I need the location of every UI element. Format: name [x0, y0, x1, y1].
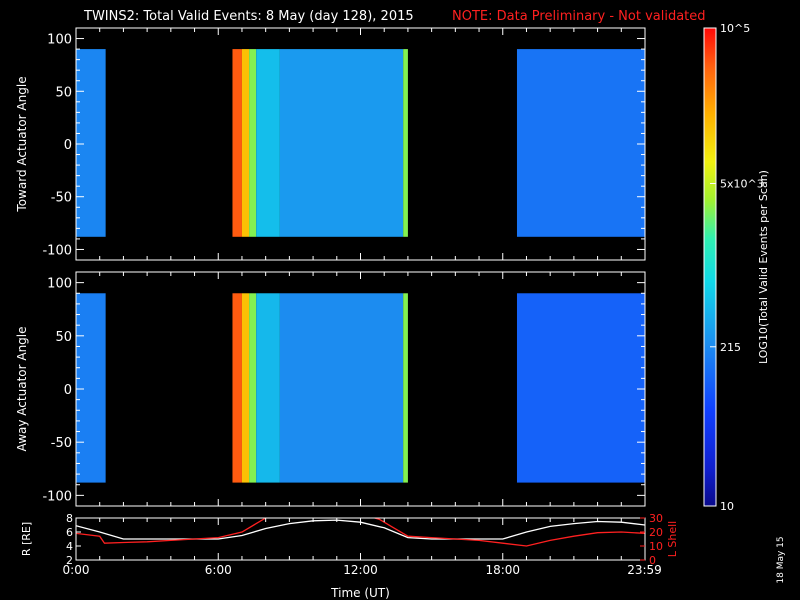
x-tick-label: 0:00	[63, 563, 90, 577]
heatmap-cell	[516, 49, 645, 237]
away-angle-spectrogram: -100 -50 0 50 100 Away Actuator Angle	[15, 271, 646, 507]
heatmap-cell	[249, 293, 257, 483]
y-tick-label: 100	[47, 277, 72, 292]
y-axis-label: R [RE]	[20, 522, 33, 556]
x-tick-label: 6:00	[205, 563, 232, 577]
heatmap-cell	[232, 293, 242, 483]
y-tick-label: 6	[66, 526, 73, 539]
y-tick-label: 4	[66, 540, 73, 553]
heatmap-cell	[241, 293, 250, 483]
y-tick-label: 100	[47, 33, 72, 48]
lshell-line	[76, 518, 645, 547]
colorbar-tick-label: 10	[720, 500, 734, 513]
heatmap-cell	[279, 293, 404, 483]
y-tick-label: 50	[55, 330, 72, 345]
heatmap-cell	[403, 49, 408, 237]
heatmap-cell	[516, 293, 645, 483]
heatmap-cell	[279, 49, 404, 237]
y-tick-label-right: 20	[649, 526, 663, 539]
y-tick-label: -100	[42, 243, 72, 258]
y-tick-label: 50	[55, 85, 72, 100]
y-axis-label: Away Actuator Angle	[15, 326, 29, 451]
heatmap-cell	[76, 293, 106, 483]
y-tick-label: -50	[51, 191, 72, 206]
date-stamp: 18 May 15	[776, 536, 786, 583]
colorbar-tick-label: 10^5	[720, 22, 750, 35]
heatmap-cell	[256, 49, 280, 237]
x-tick-label: 12:00	[343, 563, 378, 577]
colorbar: 10^5 5x10^3 215 10 LOG10(Total Valid Events…	[703, 22, 770, 513]
x-axis-label: Time (UT)	[330, 586, 390, 600]
heatmap-cell	[241, 49, 250, 237]
heatmap-cell	[232, 49, 242, 237]
y-tick-label: 0	[64, 383, 72, 398]
colorbar-tick-label: 5x10^3	[720, 177, 764, 190]
y-tick-label: -100	[42, 489, 72, 504]
y-tick-label: 0	[64, 138, 72, 153]
y-tick-label: -50	[51, 436, 72, 451]
colorbar-label: LOG10(Total Valid Events per Scan)	[757, 170, 770, 364]
y-tick-label-right: 30	[649, 512, 663, 525]
heatmap-cell	[256, 293, 280, 483]
heatmap-cell	[249, 49, 257, 237]
y-tick-label-right: 0	[649, 554, 656, 567]
data-note: NOTE: Data Preliminary - Not validated	[452, 9, 706, 24]
heatmap-cell	[403, 293, 408, 483]
heatmap-cell	[76, 49, 106, 237]
chart-title: TWINS2: Total Valid Events: 8 May (day 1…	[83, 9, 414, 24]
toward-angle-spectrogram: -100 -50 0 50 100 Toward Actuator Angle	[15, 27, 646, 261]
y-axis-label: Toward Actuator Angle	[15, 76, 29, 212]
colorbar-gradient	[703, 27, 717, 507]
colorbar-tick-label: 215	[720, 341, 741, 354]
y-axis-label-right: L Shell	[666, 521, 679, 557]
y-tick-label: 8	[66, 512, 73, 525]
y-tick-label: 2	[66, 554, 73, 567]
y-tick-label-right: 10	[649, 540, 663, 553]
x-tick-label: 18:00	[485, 563, 520, 577]
x-tick-label: 23:59	[627, 563, 662, 577]
